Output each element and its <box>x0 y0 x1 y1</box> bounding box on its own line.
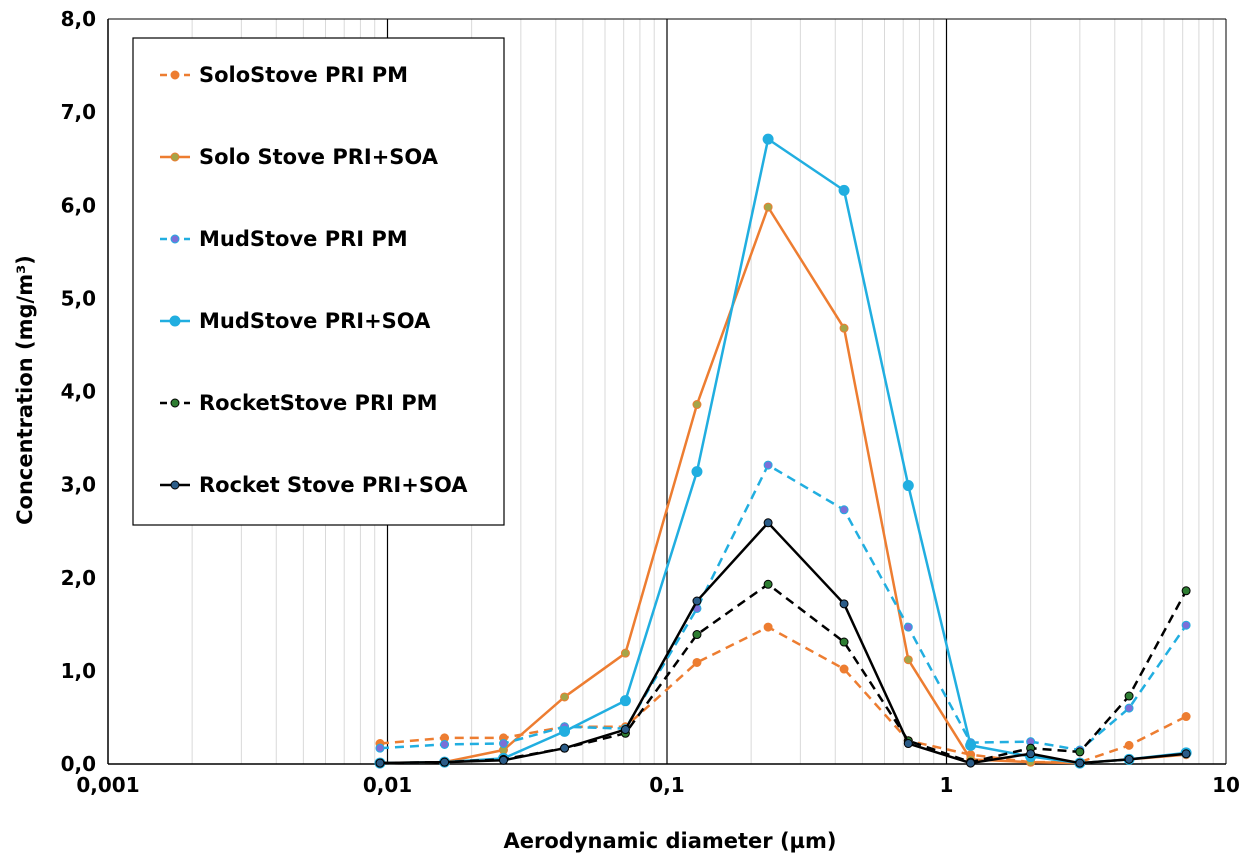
data-point <box>1075 747 1085 757</box>
data-point <box>692 657 702 667</box>
legend-label: Solo Stove PRI+SOA <box>199 145 439 169</box>
data-point <box>1124 691 1134 701</box>
x-tick-label: 1 <box>940 773 954 797</box>
series-lines <box>374 133 1192 769</box>
data-point <box>1026 749 1036 759</box>
data-point <box>692 596 702 606</box>
data-point <box>498 755 508 765</box>
data-point <box>1124 754 1134 764</box>
data-point <box>839 637 849 647</box>
x-tick-label: 0,001 <box>76 773 139 797</box>
legend-label: Rocket Stove PRI+SOA <box>199 473 468 497</box>
series-line-5 <box>379 521 1187 765</box>
data-point <box>903 655 913 665</box>
legend-swatch-marker <box>170 234 180 244</box>
x-tick-label: 0,01 <box>363 773 412 797</box>
y-tick-label: 8,0 <box>61 7 96 31</box>
data-point <box>966 758 976 768</box>
y-axis-title: Concentration (mg/m³) <box>13 255 37 525</box>
data-point <box>839 505 849 515</box>
x-tick-label: 10 <box>1212 773 1240 797</box>
data-point <box>375 743 385 753</box>
y-tick-label: 3,0 <box>61 473 96 497</box>
tick-labels: 0,0 1,0 2,0 3,0 4,0 5,0 6,0 7,0 8,0 0,001 0,01 0,1 1… <box>61 7 1240 797</box>
data-point <box>620 648 630 658</box>
data-point <box>691 466 703 478</box>
y-tick-label: 2,0 <box>61 566 96 590</box>
x-axis-title: Aerodynamic diameter (µm) <box>504 829 837 853</box>
data-point <box>560 692 570 702</box>
data-point <box>762 133 774 145</box>
data-point <box>620 725 630 735</box>
data-point <box>902 480 914 492</box>
y-tick-label: 4,0 <box>61 380 96 404</box>
legend-swatch-marker <box>170 152 180 162</box>
series-line-2 <box>379 463 1188 752</box>
data-point <box>965 739 977 751</box>
x-tick-label: 0,1 <box>649 773 684 797</box>
data-point <box>375 758 385 768</box>
data-point <box>440 739 450 749</box>
legend-label: MudStove PRI+SOA <box>199 309 431 333</box>
legend-label: RocketStove PRI PM <box>199 391 438 415</box>
data-point <box>763 579 773 589</box>
data-point <box>763 202 773 212</box>
axes <box>107 18 1227 765</box>
y-tick-label: 7,0 <box>61 100 96 124</box>
data-point <box>692 630 702 640</box>
y-tick-label: 1,0 <box>61 659 96 683</box>
legend-label: SoloStove PRI PM <box>199 63 408 87</box>
legend-swatch-marker <box>170 398 180 408</box>
data-point <box>838 184 850 196</box>
data-point <box>763 518 773 528</box>
data-point <box>1075 758 1085 768</box>
data-point <box>763 622 773 632</box>
data-point <box>839 664 849 674</box>
data-point <box>839 599 849 609</box>
data-point <box>1124 703 1134 713</box>
legend: SoloStove PRI PM Solo Stove PRI+SOA MudSto… <box>132 37 505 526</box>
data-point <box>692 400 702 410</box>
y-tick-label: 6,0 <box>61 193 96 217</box>
data-point <box>559 725 571 737</box>
legend-swatch-marker <box>170 480 180 490</box>
data-point <box>839 323 849 333</box>
legend-swatch-marker <box>169 315 181 327</box>
data-point <box>1181 749 1191 759</box>
data-point <box>1181 586 1191 596</box>
data-point <box>440 757 450 767</box>
data-point <box>498 739 508 749</box>
y-tick-label: 0,0 <box>61 752 96 776</box>
legend-box <box>132 37 505 526</box>
legend-swatch-marker <box>170 70 180 80</box>
data-point <box>1181 712 1191 722</box>
y-tick-label: 5,0 <box>61 286 96 310</box>
data-point <box>763 460 773 470</box>
data-point <box>903 739 913 749</box>
data-point <box>1124 740 1134 750</box>
data-point <box>560 743 570 753</box>
legend-label: MudStove PRI PM <box>199 227 408 251</box>
data-point <box>1181 620 1191 630</box>
data-point <box>903 622 913 632</box>
data-point <box>619 695 631 707</box>
